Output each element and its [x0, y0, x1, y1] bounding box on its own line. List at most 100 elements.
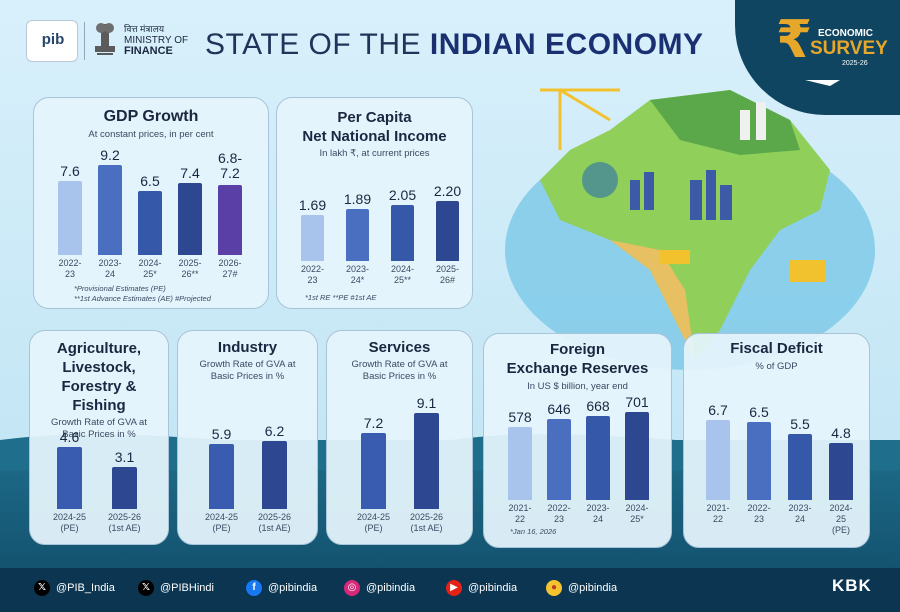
chart-subtitle: At constant prices, in per cent — [88, 129, 214, 140]
ministry-of-finance-logo: वित्त मंत्रालय MINISTRY OF FINANCE — [124, 24, 189, 57]
bar-value-label: 9.1 — [416, 395, 437, 411]
chart-bar — [391, 205, 414, 261]
chart-title: Industry — [217, 339, 278, 356]
bar-value-label: 5.5 — [790, 416, 810, 432]
social-handle: @pibindia — [268, 581, 318, 594]
social-link-koo[interactable]: ● @pibindia — [546, 580, 617, 596]
social-link-youtube[interactable]: ▶ @pibindia — [446, 580, 517, 596]
category-label: 2022- 23 — [58, 258, 82, 279]
chart-subtitle: Growth Rate of GVA at Basic Prices in % — [351, 359, 448, 382]
bar-value-label: 6.7 — [708, 402, 728, 418]
category-label: 2026- 27# — [218, 258, 242, 279]
category-label: 2024- 25 (PE) — [829, 503, 853, 535]
chart-bar — [547, 419, 571, 500]
chart-bar — [436, 201, 459, 261]
chart-bar — [178, 183, 202, 255]
bar-value-label: 7.4 — [180, 165, 200, 181]
credit-label: KBK — [832, 576, 872, 595]
category-label: 2025-26 (1st AE) — [107, 512, 142, 533]
chart-bar — [586, 416, 610, 500]
x-icon: 𝕏 — [138, 580, 154, 596]
category-label: 2023- 24 — [788, 503, 812, 524]
category-label: 2024-25 (PE) — [356, 512, 391, 533]
category-label: 2022- 23 — [300, 264, 325, 285]
bar-value-label: 6.5 — [140, 173, 160, 189]
chart-title: GDP Growth — [103, 108, 199, 125]
chart-bar — [262, 441, 287, 509]
category-label: 2021- 22 — [508, 503, 532, 524]
category-label: 2024- 25* — [138, 258, 162, 279]
chart-bar — [138, 191, 162, 255]
chart-footnote: *Jan 16, 2026 — [510, 527, 557, 536]
bar-value-label: 7.2 — [363, 415, 384, 431]
category-label: 2025-26 (1st AE) — [257, 512, 292, 533]
bar-value-label: 6.5 — [749, 404, 769, 420]
category-label: 2022- 23 — [547, 503, 571, 524]
chart-title: Services — [368, 339, 431, 356]
page-title: STATE OF THE INDIAN ECONOMY — [205, 28, 704, 61]
category-label: 2023- 24 — [98, 258, 122, 279]
bar-value-label: 4.8 — [831, 425, 851, 441]
bar-value-label: 1.89 — [343, 191, 372, 207]
bar-value-label: 1.69 — [298, 197, 327, 213]
bar-value-label: 668 — [586, 398, 610, 414]
youtube-icon: ▶ — [446, 580, 462, 596]
chart-bar — [57, 447, 82, 509]
chart-bar — [508, 427, 532, 500]
chart-subtitle: Growth Rate of GVA at Basic Prices in % — [51, 417, 147, 440]
chart-footnote: *Provisional Estimates (PE) — [74, 284, 166, 293]
instagram-icon: ◎ — [344, 580, 360, 596]
category-label: 2025- 26** — [178, 258, 202, 279]
chart-bar — [706, 420, 730, 500]
chart-bar — [218, 185, 242, 255]
bar-value-label: 3.1 — [114, 449, 135, 465]
badge-label-economic: ECONOMIC — [818, 28, 873, 39]
category-label: 2025- 26# — [435, 264, 460, 285]
rupee-icon: ₹ — [776, 11, 813, 69]
bar-value-label: 646 — [547, 401, 571, 417]
per-capita-income-card: Per Capita Net National Income In lakh ₹… — [276, 97, 473, 309]
fiscal-deficit-card: Fiscal Deficit % of GDP 6.7 2021- 22 6.5 20… — [683, 333, 870, 548]
national-emblem-icon — [95, 23, 115, 55]
bar-value-label: 4.6 — [59, 429, 80, 445]
category-label: 2023- 24 — [586, 503, 610, 524]
social-handle: @PIBHindi — [160, 581, 214, 594]
chart-bar — [346, 209, 369, 261]
social-handle: @pibindia — [366, 581, 416, 594]
chart-subtitle: In lakh ₹, at current prices — [319, 148, 430, 159]
chart-title: Fiscal Deficit — [730, 340, 823, 357]
chart-subtitle: Growth Rate of GVA at Basic Prices in % — [199, 359, 296, 382]
bar-value-label: 2.20 — [433, 183, 462, 199]
social-link-x[interactable]: 𝕏 @PIBHindi — [138, 580, 214, 596]
category-label: 2024-25 (PE) — [52, 512, 87, 533]
category-label: 2021- 22 — [706, 503, 730, 524]
logo-divider — [84, 22, 85, 60]
chart-bar — [829, 443, 853, 500]
forex-reserves-card: Foreign Exchange Reserves In US $ billio… — [483, 333, 672, 548]
india-economy-illustration — [505, 80, 875, 370]
category-label: 2023- 24* — [345, 264, 370, 285]
bar-value-label: 6.8- 7.2 — [217, 150, 243, 181]
social-handle: @pibindia — [568, 581, 618, 594]
bar-value-label: 7.6 — [60, 163, 80, 179]
bar-value-label: 5.9 — [211, 426, 232, 442]
chart-subtitle: % of GDP — [755, 361, 798, 372]
chart-bar — [301, 215, 324, 261]
koo-icon: ● — [546, 580, 562, 596]
gdp-growth-card: GDP Growth At constant prices, in per ce… — [33, 97, 269, 309]
category-label: 2022- 23 — [747, 503, 771, 524]
social-link-instagram[interactable]: ◎ @pibindia — [344, 580, 415, 596]
agriculture-card: Agriculture, Livestock, Forestry & Fishi… — [29, 330, 169, 545]
chart-bar — [361, 433, 386, 509]
category-label: 2024- 25* — [625, 503, 649, 524]
pib-logo: pib — [26, 20, 78, 62]
facebook-icon: f — [246, 580, 262, 596]
chart-title: Foreign Exchange Reserves — [506, 341, 649, 377]
category-label: 2024-25 (PE) — [204, 512, 239, 533]
chart-footnote: **1st Advance Estimates (AE) #Projected — [74, 294, 211, 303]
x-icon: 𝕏 — [34, 580, 50, 596]
chart-title: Per Capita Net National Income — [302, 109, 447, 145]
social-link-facebook[interactable]: f @pibindia — [246, 580, 317, 596]
bar-value-label: 701 — [625, 394, 649, 410]
social-link-x[interactable]: 𝕏 @PIB_India — [34, 580, 115, 596]
